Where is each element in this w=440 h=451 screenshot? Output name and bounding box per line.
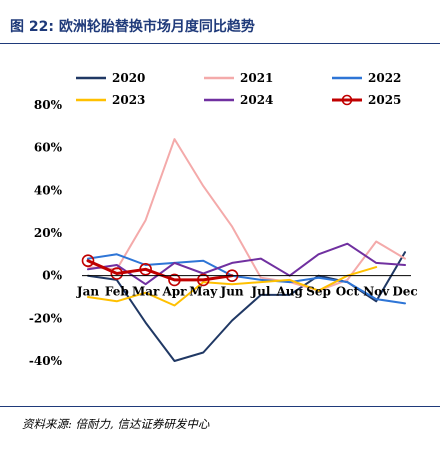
x-tick-label: Feb xyxy=(105,285,129,299)
series-layer xyxy=(86,138,406,362)
data-point-2025 xyxy=(81,254,95,268)
x-tick-label: Aug xyxy=(276,285,304,299)
data-point-2025 xyxy=(168,273,181,287)
x-tick-label: Nov xyxy=(363,285,390,299)
y-tick-label: -20% xyxy=(29,311,63,325)
y-tick-label: -40% xyxy=(29,354,63,368)
x-tick-label: Dec xyxy=(392,285,417,299)
x-tick-label: Jan xyxy=(76,285,99,299)
y-axis: 80% 60% 40% 20% 0% -20% -40% xyxy=(29,98,63,368)
legend-label: 2024 xyxy=(240,93,273,107)
series-line-2024 xyxy=(87,242,406,286)
figure-source: 资料来源: 倍耐力, 信达证券研发中心 xyxy=(22,417,210,431)
x-tick-label: Mar xyxy=(132,285,160,299)
y-tick-label: 60% xyxy=(34,141,63,155)
x-axis: Jan Feb Mar Apr May Jun Jul Aug Sep Oct Nov Dec xyxy=(76,275,418,299)
figure-header: 图 22: 欧洲轮胎替换市场月度同比趋势 xyxy=(0,0,440,44)
y-tick-label: 40% xyxy=(34,183,63,197)
series-line-2021 xyxy=(87,138,406,292)
series-line-2020 xyxy=(87,251,406,362)
x-tick-label: Jun xyxy=(220,285,244,299)
figure-title: 图 22: 欧洲轮胎替换市场月度同比趋势 xyxy=(10,19,255,35)
x-tick-label: Sep xyxy=(306,285,331,299)
legend-label: 2023 xyxy=(112,93,145,107)
legend: 2020 2021 2022 2023 2024 2025 xyxy=(76,71,401,107)
y-tick-label: 20% xyxy=(34,226,63,240)
x-tick-label: Apr xyxy=(161,285,187,299)
data-point-2025 xyxy=(110,267,124,280)
x-tick-label: Oct xyxy=(336,285,360,299)
legend-marker-2025 xyxy=(341,94,353,106)
data-point-2025 xyxy=(196,273,210,287)
line-chart: 2020 2021 2022 2023 2024 2025 80% 60% 40% 20% 0% -… xyxy=(29,71,418,368)
figure-footer: 资料来源: 倍耐力, 信达证券研发中心 xyxy=(0,406,440,436)
legend-label: 2020 xyxy=(112,71,145,85)
x-tick-label: Jul xyxy=(250,285,270,299)
series-line-2023 xyxy=(87,266,378,307)
legend-label: 2025 xyxy=(368,93,401,107)
legend-label: 2021 xyxy=(240,71,273,85)
series-line-2022 xyxy=(87,253,406,305)
y-tick-label: 0% xyxy=(42,269,62,283)
x-tick-label: May xyxy=(189,285,218,299)
y-tick-label: 80% xyxy=(34,98,63,112)
legend-label: 2022 xyxy=(368,71,401,85)
data-point-2025 xyxy=(139,262,152,276)
